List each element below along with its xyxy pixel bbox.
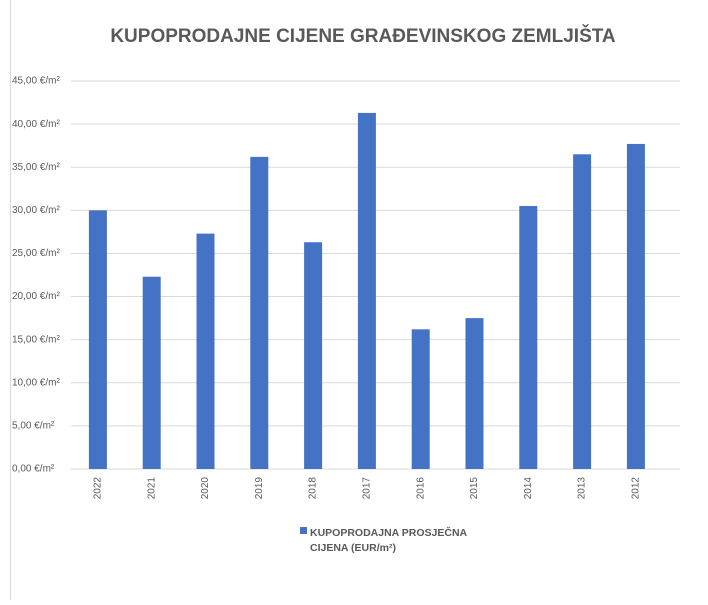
x-tick-label: 2018 (308, 477, 319, 500)
bar (519, 206, 537, 469)
y-tick-label: 20,00 €/m² (12, 291, 60, 302)
bar (89, 210, 107, 469)
legend-swatch (300, 527, 307, 534)
y-tick-label: 0,00 €/m² (12, 464, 55, 475)
x-tick-label: 2014 (523, 477, 534, 500)
x-tick-label: 2015 (469, 477, 480, 500)
bar (412, 329, 430, 469)
y-tick-label: 40,00 €/m² (12, 119, 60, 130)
x-tick-label: 2022 (93, 477, 104, 500)
legend-label: KUPOPRODAJNA PROSJEČNA CIJENA (EUR/m²) (310, 526, 480, 556)
x-tick-label: 2021 (146, 477, 157, 500)
x-tick-label: 2013 (577, 477, 588, 500)
chart-title: KUPOPRODAJNE CIJENE GRAĐEVINSKOG ZEMLJIŠ… (110, 25, 616, 47)
bar (466, 318, 484, 469)
x-tick-label: 2017 (362, 477, 373, 500)
x-tick-label: 2016 (415, 477, 426, 500)
y-tick-label: 30,00 €/m² (12, 205, 60, 216)
y-tick-label: 10,00 €/m² (12, 377, 60, 388)
y-tick-label: 5,00 €/m² (12, 421, 55, 432)
bar (250, 157, 268, 469)
bar (358, 113, 376, 469)
bar (627, 144, 645, 469)
y-tick-label: 15,00 €/m² (12, 334, 60, 345)
y-tick-label: 35,00 €/m² (12, 162, 60, 173)
bar (573, 154, 591, 469)
x-tick-label: 2019 (254, 477, 265, 500)
x-tick-label: 2012 (631, 477, 642, 500)
bar (143, 277, 161, 469)
bar (197, 234, 215, 469)
bar (304, 242, 322, 469)
x-tick-label: 2020 (200, 477, 211, 500)
y-tick-label: 45,00 €/m² (12, 76, 60, 87)
y-tick-label: 25,00 €/m² (12, 248, 60, 259)
